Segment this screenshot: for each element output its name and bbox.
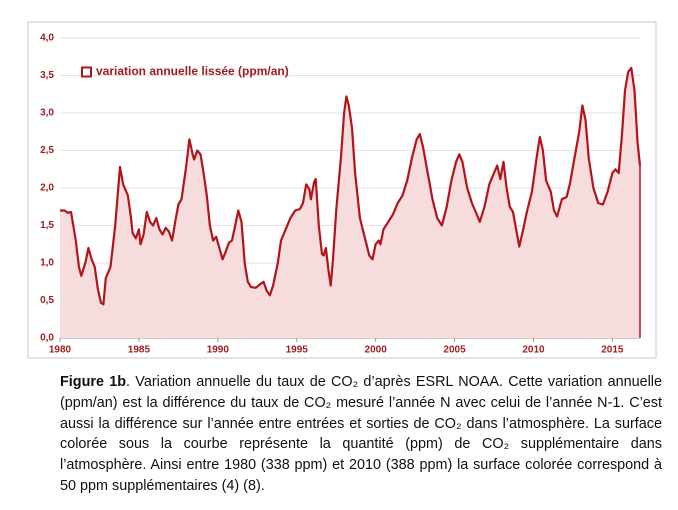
x-tick-label: 1995 <box>286 345 309 356</box>
y-tick-label: 3,5 <box>40 70 54 81</box>
x-tick-label: 1980 <box>49 345 72 356</box>
y-tick-label: 2,5 <box>40 145 54 156</box>
area <box>60 68 640 338</box>
y-tick-label: 1,5 <box>40 220 54 231</box>
x-tick-label: 2010 <box>522 345 545 356</box>
x-tick-label: 2005 <box>443 345 466 356</box>
caption: Figure 1b. Variation annuelle du taux de… <box>60 372 662 497</box>
legend-swatch <box>81 66 92 78</box>
y-tick-label: 1,0 <box>40 258 54 269</box>
y-tick-label: 0,5 <box>40 295 54 306</box>
x-tick-label: 2015 <box>601 345 624 356</box>
y-tick-label: 0,0 <box>40 333 54 344</box>
chart: 0,0 0,5 1,0 1,5 2,0 2,5 3,0 3,5 4,0 1980 1985 1990 1… <box>27 21 657 359</box>
x-tick-label: 2000 <box>365 345 388 356</box>
y-tick-label: 2,0 <box>40 183 54 194</box>
y-tick-label: 3,0 <box>40 108 54 119</box>
x-tick-label: 1990 <box>207 345 230 356</box>
legend-label: variation annuelle lissée (ppm/an) <box>96 64 289 78</box>
x-tick-label: 1985 <box>128 345 151 356</box>
caption-label: Figure 1b <box>60 374 127 390</box>
caption-text: . Variation annuelle du taux de CO₂ d’ap… <box>60 374 663 494</box>
y-tick-label: 4,0 <box>40 33 54 44</box>
line <box>60 66 642 306</box>
